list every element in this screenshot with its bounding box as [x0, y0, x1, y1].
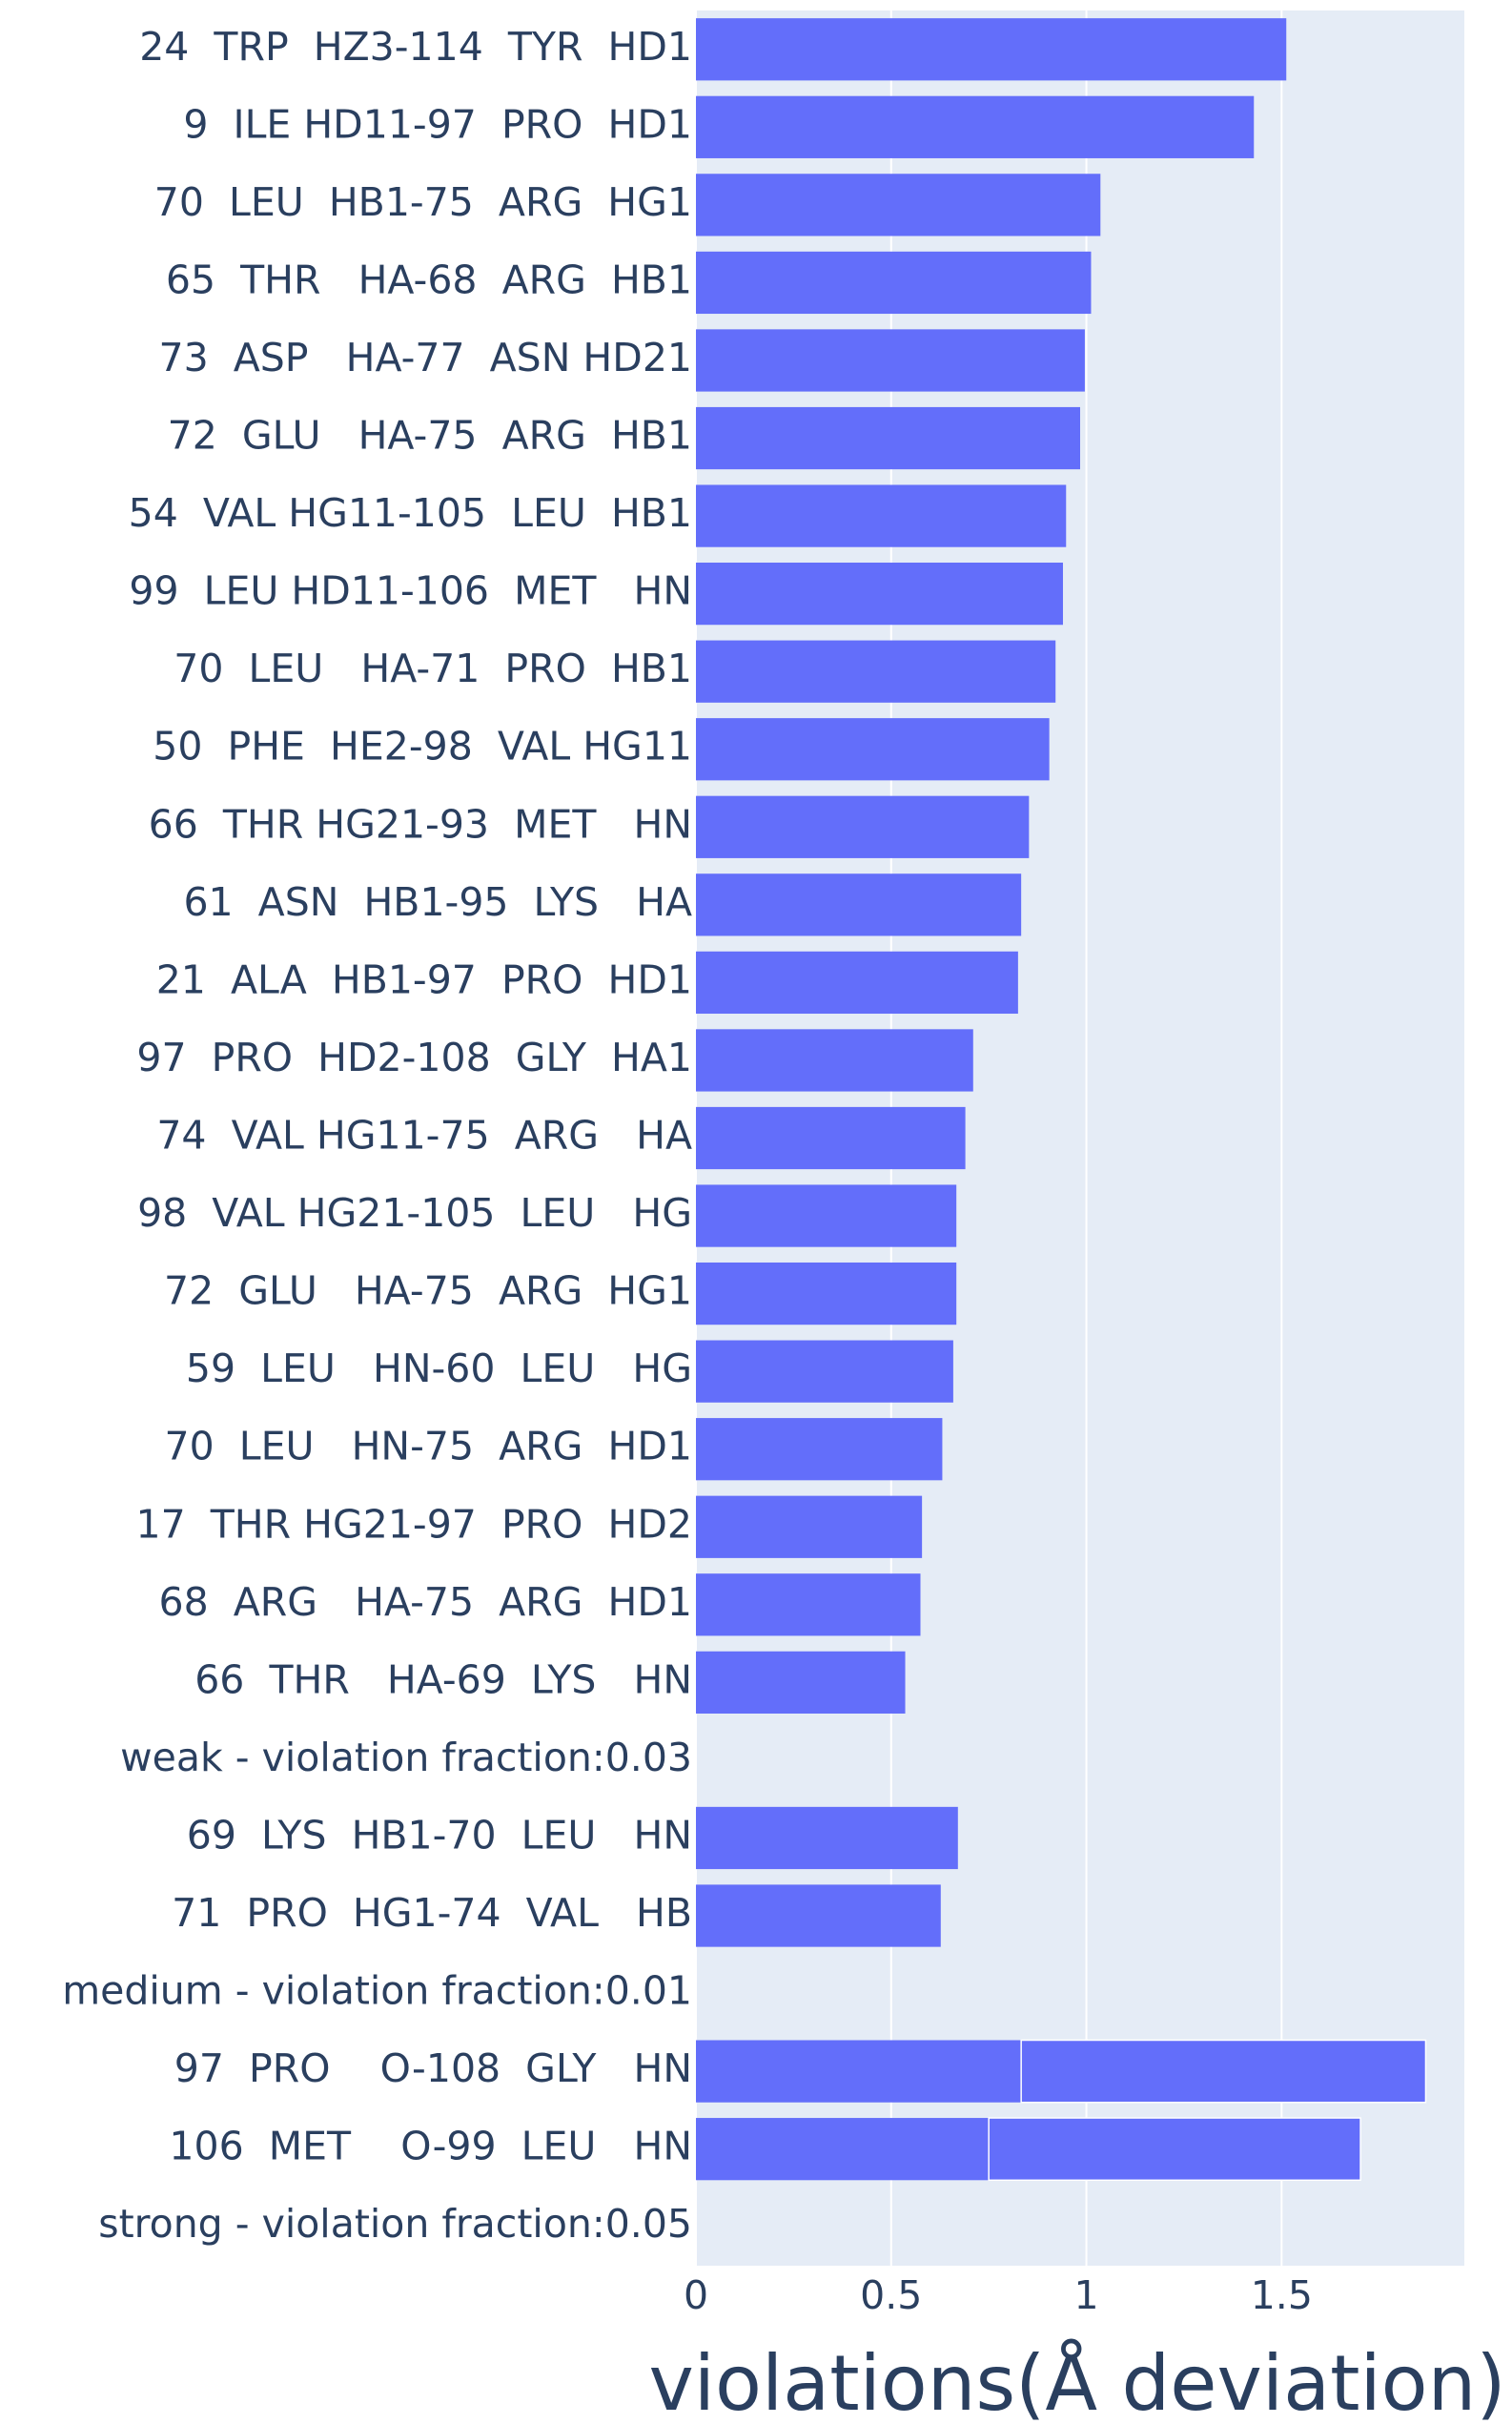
y-tick-label: weak - violation fraction:0.03 — [120, 1735, 692, 1780]
y-tick-label: medium - violation fraction:0.01 — [62, 1968, 692, 2014]
y-tick-label: 54 VAL HG11-105 LEU HB1 — [129, 490, 692, 536]
x-tick-label: 1.5 — [1251, 2272, 1313, 2318]
bar — [696, 484, 1067, 547]
y-tick-label: 21 ALA HB1-97 PRO HD1 — [156, 956, 692, 1002]
y-tick-label: 97 PRO O-108 GLY HN — [174, 2045, 692, 2091]
y-tick-label: 24 TRP HZ3-114 TYR HD1 — [139, 24, 692, 70]
y-tick-label: 72 GLU HA-75 ARG HB1 — [168, 413, 692, 459]
bar — [696, 640, 1056, 703]
bar — [696, 1106, 966, 1170]
bar — [696, 951, 1018, 1015]
bar — [696, 2118, 990, 2181]
bar — [696, 2040, 1022, 2103]
y-tick-label: 68 ARG HA-75 ARG HD1 — [158, 1579, 692, 1625]
y-tick-label: 72 GLU HA-75 ARG HG1 — [164, 1268, 692, 1314]
y-tick-label: 73 ASP HA-77 ASN HD21 — [159, 335, 693, 380]
bar — [696, 1340, 953, 1403]
bar — [696, 329, 1085, 392]
y-tick-label: 69 LYS HB1-70 LEU HN — [187, 1812, 692, 1858]
bar — [696, 873, 1022, 936]
bar — [1020, 2039, 1427, 2104]
y-tick-label: 106 MET O-99 LEU HN — [169, 2124, 692, 2169]
bar — [696, 251, 1092, 315]
bar — [696, 95, 1255, 158]
y-tick-label: 74 VAL HG11-75 ARG HA — [156, 1113, 692, 1159]
y-tick-label: 61 ASN HB1-95 LYS HA — [183, 879, 692, 925]
bar — [696, 563, 1063, 626]
bar — [696, 18, 1287, 81]
y-tick-label: 70 LEU HB1-75 ARG HG1 — [154, 179, 692, 225]
bar — [696, 1495, 923, 1558]
y-tick-label: 65 THR HA-68 ARG HB1 — [166, 257, 692, 302]
bar — [696, 718, 1050, 781]
y-tick-label: 17 THR HG21-97 PRO HD2 — [136, 1501, 692, 1547]
y-tick-label: 59 LEU HN-60 LEU HG — [186, 1346, 692, 1391]
bar — [696, 1573, 921, 1636]
bar — [696, 1418, 943, 1481]
y-tick-label: 71 PRO HG1-74 VAL HB — [172, 1890, 692, 1936]
bar — [696, 174, 1101, 236]
bar — [696, 1262, 957, 1325]
x-tick-label: 0.5 — [860, 2272, 922, 2318]
y-tick-label: 99 LEU HD11-106 MET HN — [129, 568, 692, 614]
bar — [988, 2117, 1361, 2182]
x-axis-title: violations(Å deviation) — [648, 2338, 1505, 2424]
x-tick-label: 1 — [1074, 2272, 1099, 2318]
bar — [696, 1806, 958, 1870]
bar — [696, 795, 1030, 858]
y-tick-label: 9 ILE HD11-97 PRO HD1 — [183, 101, 692, 147]
y-tick-label: 66 THR HG21-93 MET HN — [149, 801, 692, 847]
y-tick-label: 66 THR HA-69 LYS HN — [194, 1656, 692, 1702]
x-tick-label: 0 — [684, 2272, 708, 2318]
y-tick-label: 70 LEU HN-75 ARG HD1 — [165, 1424, 692, 1469]
bar — [696, 1029, 973, 1092]
y-tick-label: 50 PHE HE2-98 VAL HG11 — [153, 724, 692, 770]
y-tick-label: 98 VAL HG21-105 LEU HG — [137, 1190, 692, 1236]
bar — [696, 1651, 906, 1714]
y-tick-label: 70 LEU HA-71 PRO HB1 — [174, 646, 692, 691]
bar — [696, 1884, 941, 1947]
y-tick-label: strong - violation fraction:0.05 — [98, 2201, 692, 2247]
y-tick-label: 97 PRO HD2-108 GLY HA1 — [136, 1035, 692, 1080]
bar — [696, 1184, 957, 1247]
bar — [696, 406, 1080, 470]
